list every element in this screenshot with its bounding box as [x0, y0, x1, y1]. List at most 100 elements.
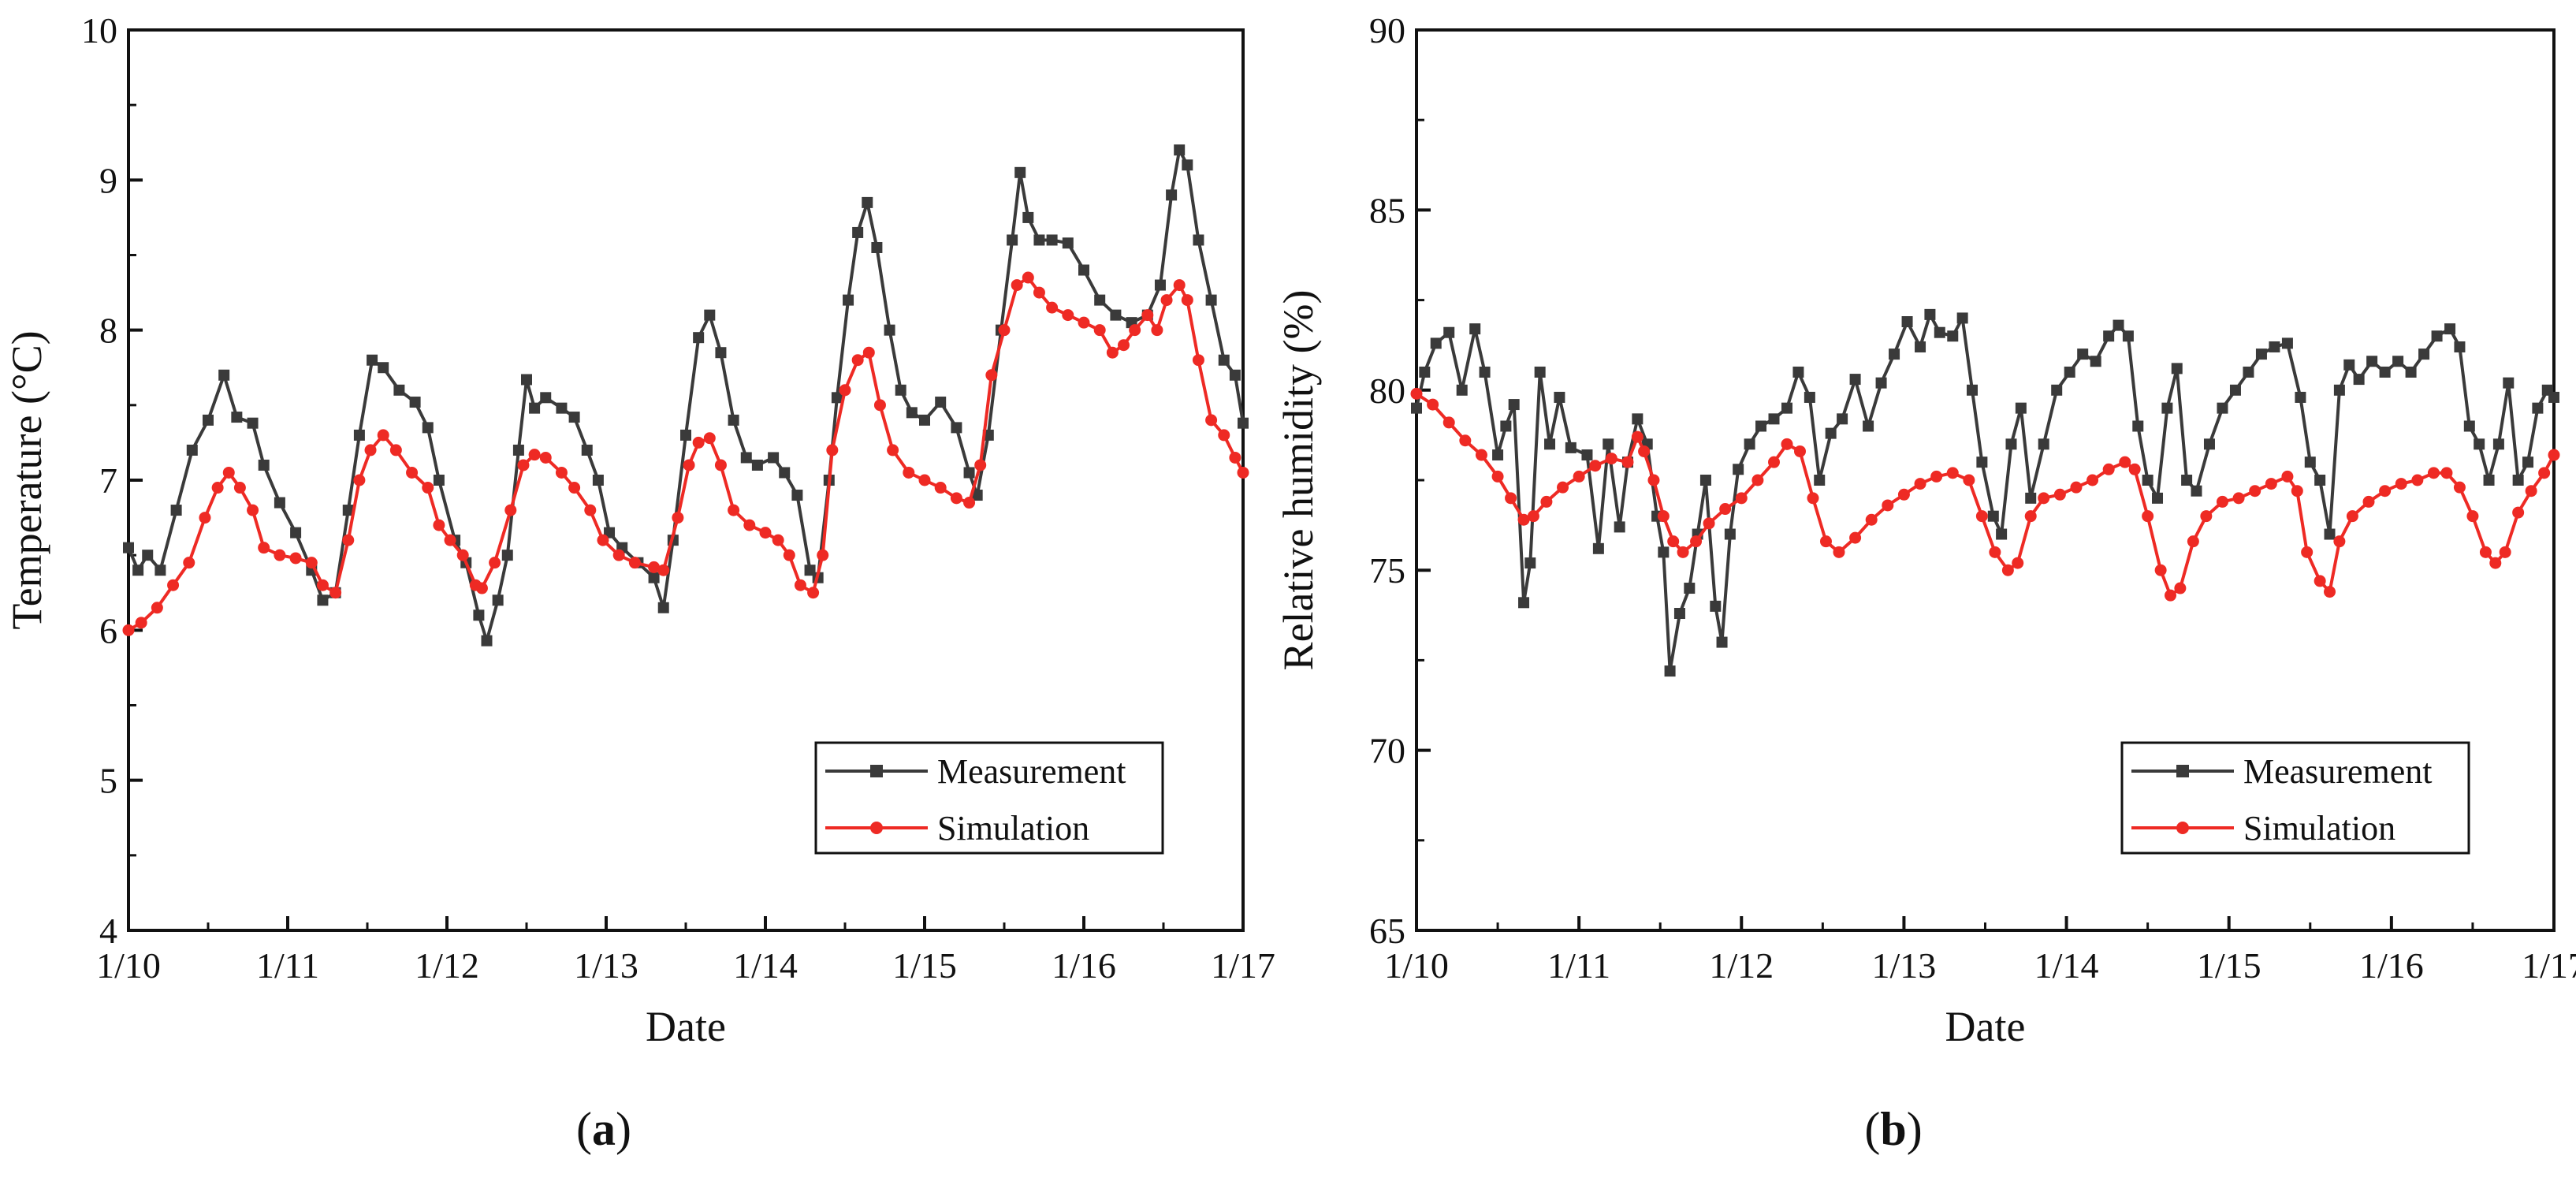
data-point-measurement [1733, 464, 1744, 475]
y-tick-label: 6 [99, 610, 117, 650]
data-point-measurement [1658, 546, 1670, 558]
data-point-measurement [1956, 312, 1968, 324]
data-point-simulation [2200, 510, 2213, 523]
data-point-measurement [871, 241, 883, 253]
data-point-simulation [517, 459, 530, 471]
data-point-measurement [862, 196, 873, 208]
x-axis-title: Date [646, 1003, 726, 1050]
data-point-measurement [2229, 384, 2241, 396]
data-point-simulation [1647, 474, 1660, 486]
data-point-simulation [851, 354, 864, 367]
data-point-measurement [740, 452, 752, 464]
data-point-simulation [233, 482, 246, 494]
data-point-simulation [568, 482, 581, 494]
data-point-simulation [1589, 460, 1602, 472]
data-point-measurement [1456, 384, 1468, 396]
data-point-measurement [2333, 384, 2345, 396]
data-point-simulation [873, 399, 886, 412]
data-point-measurement [1218, 354, 1230, 366]
x-tick-label: 1/14 [733, 945, 798, 986]
data-point-measurement [170, 505, 182, 516]
data-point-simulation [1865, 513, 1878, 526]
data-point-simulation [289, 552, 302, 565]
data-point-simulation [1527, 510, 1539, 523]
data-point-simulation [839, 384, 851, 397]
data-point-simulation [1897, 488, 1910, 501]
data-point-simulation [2102, 463, 2115, 475]
data-point-simulation [950, 492, 962, 505]
data-point-simulation [1690, 535, 1703, 548]
data-point-measurement [906, 407, 918, 419]
data-point-measurement [1078, 264, 1089, 276]
data-point-simulation [1657, 510, 1670, 523]
data-point-measurement [1967, 384, 1979, 396]
data-point-measurement [2512, 475, 2524, 486]
data-point-simulation [1882, 499, 1894, 512]
data-point-simulation [1914, 478, 1926, 490]
x-tick-label: 1/14 [2034, 945, 2099, 986]
data-point-simulation [772, 534, 784, 546]
data-point-measurement [1581, 449, 1593, 461]
data-point-measurement [521, 374, 532, 386]
data-point-measurement [568, 412, 580, 423]
data-point-simulation [2281, 470, 2294, 483]
data-point-simulation [555, 466, 568, 479]
data-point-measurement [1804, 391, 1815, 403]
data-point-measurement [1837, 413, 1848, 425]
data-point-measurement [1479, 366, 1491, 378]
data-point-simulation [2440, 467, 2453, 479]
legend-label: Simulation [937, 809, 1089, 848]
data-point-simulation [1667, 535, 1680, 548]
data-point-simulation [1703, 517, 1715, 530]
data-point-simulation [1442, 416, 1455, 429]
data-point-simulation [2427, 467, 2440, 479]
data-point-measurement [2191, 485, 2202, 497]
data-point-measurement [1781, 402, 1793, 414]
data-point-simulation [2453, 481, 2466, 494]
data-point-simulation [1410, 387, 1423, 400]
data-point-measurement [473, 609, 485, 621]
data-point-measurement [1443, 326, 1455, 338]
series-line-simulation [127, 276, 1245, 632]
data-point-simulation [1807, 492, 1819, 505]
legend-swatch-marker [2176, 822, 2189, 834]
data-point-simulation [389, 444, 402, 457]
data-point-simulation [211, 482, 224, 494]
data-point-measurement [1193, 234, 1204, 246]
data-point-simulation [1229, 451, 1241, 464]
data-point-simulation [703, 432, 716, 445]
x-tick-label: 1/17 [2522, 945, 2576, 986]
data-point-simulation [329, 587, 342, 599]
data-point-simulation [2324, 586, 2336, 598]
data-point-simulation [528, 449, 541, 461]
data-point-measurement [1492, 449, 1504, 461]
data-point-simulation [2265, 478, 2277, 490]
data-point-measurement [693, 332, 705, 344]
x-tick-label: 1/13 [574, 945, 638, 986]
data-point-measurement [768, 452, 780, 464]
data-point-measurement [2314, 475, 2326, 486]
data-point-measurement [1632, 413, 1644, 425]
data-point-measurement [218, 369, 230, 381]
data-point-simulation [862, 346, 875, 359]
data-point-measurement [1710, 600, 1722, 612]
data-point-measurement [895, 384, 906, 396]
legend-label: Measurement [937, 752, 1126, 791]
data-point-measurement [1947, 330, 1959, 342]
y-tick-label: 5 [99, 761, 117, 801]
data-point-measurement [1699, 475, 1711, 486]
data-point-measurement [657, 602, 669, 613]
data-point-simulation [692, 436, 705, 449]
data-point-simulation [1181, 294, 1193, 307]
data-point-measurement [1014, 166, 1026, 178]
legend: Measurement Simulation [2120, 741, 2470, 855]
data-point-measurement [1987, 510, 1999, 522]
data-point-measurement [2324, 528, 2336, 540]
data-point-measurement [2492, 438, 2504, 450]
data-point-measurement [604, 527, 616, 539]
data-point-measurement [1554, 391, 1565, 403]
data-point-measurement [1430, 337, 1442, 349]
data-point-measurement [132, 565, 144, 576]
y-tick-label: 65 [1369, 911, 1405, 951]
